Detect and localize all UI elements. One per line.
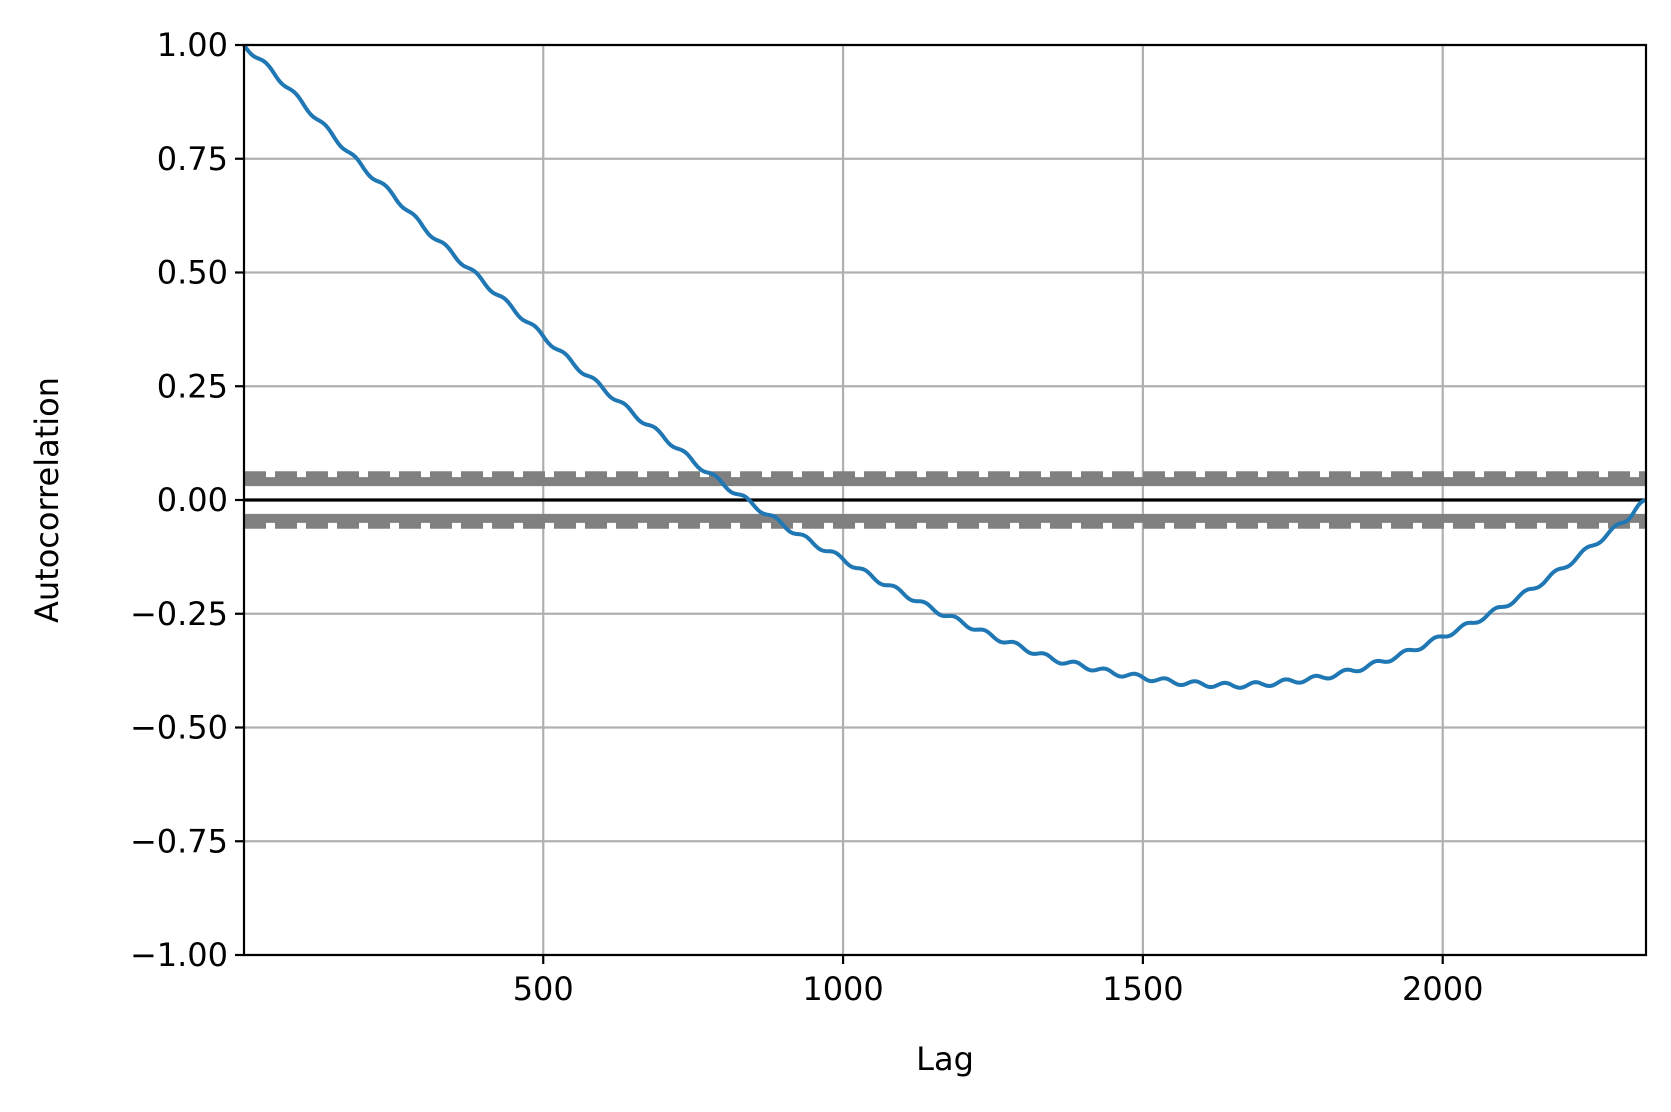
reference-lines: [244, 471, 1646, 529]
y-tick-label: −0.50: [130, 709, 228, 747]
y-axis-label: Autocorrelation: [28, 377, 66, 623]
y-tick-label: 1.00: [157, 26, 228, 64]
y-tick-label: 0.50: [157, 254, 228, 292]
autocorrelation-series-line: [242, 43, 1647, 690]
y-tick-label: −0.75: [130, 822, 228, 860]
y-tick-label: 0.25: [157, 367, 228, 405]
y-axis-ticks: 1.00 0.75 0.50 0.25 0.00 −0.25 −0.50 −0.75 −1.00: [130, 26, 244, 974]
x-tick-label: 1500: [1102, 970, 1183, 1008]
y-tick-label: −1.00: [130, 936, 228, 974]
x-tick-label: 1000: [802, 970, 883, 1008]
y-tick-label: −0.25: [130, 595, 228, 633]
x-tick-label: 500: [513, 970, 574, 1008]
series-layer: [242, 43, 1647, 690]
y-tick-label: 0.75: [157, 140, 228, 178]
x-axis-label: Lag: [916, 1040, 974, 1078]
x-tick-label: 2000: [1402, 970, 1483, 1008]
y-tick-label: 0.00: [157, 481, 228, 519]
x-axis-ticks: 500 1000 1500 2000: [513, 955, 1483, 1008]
